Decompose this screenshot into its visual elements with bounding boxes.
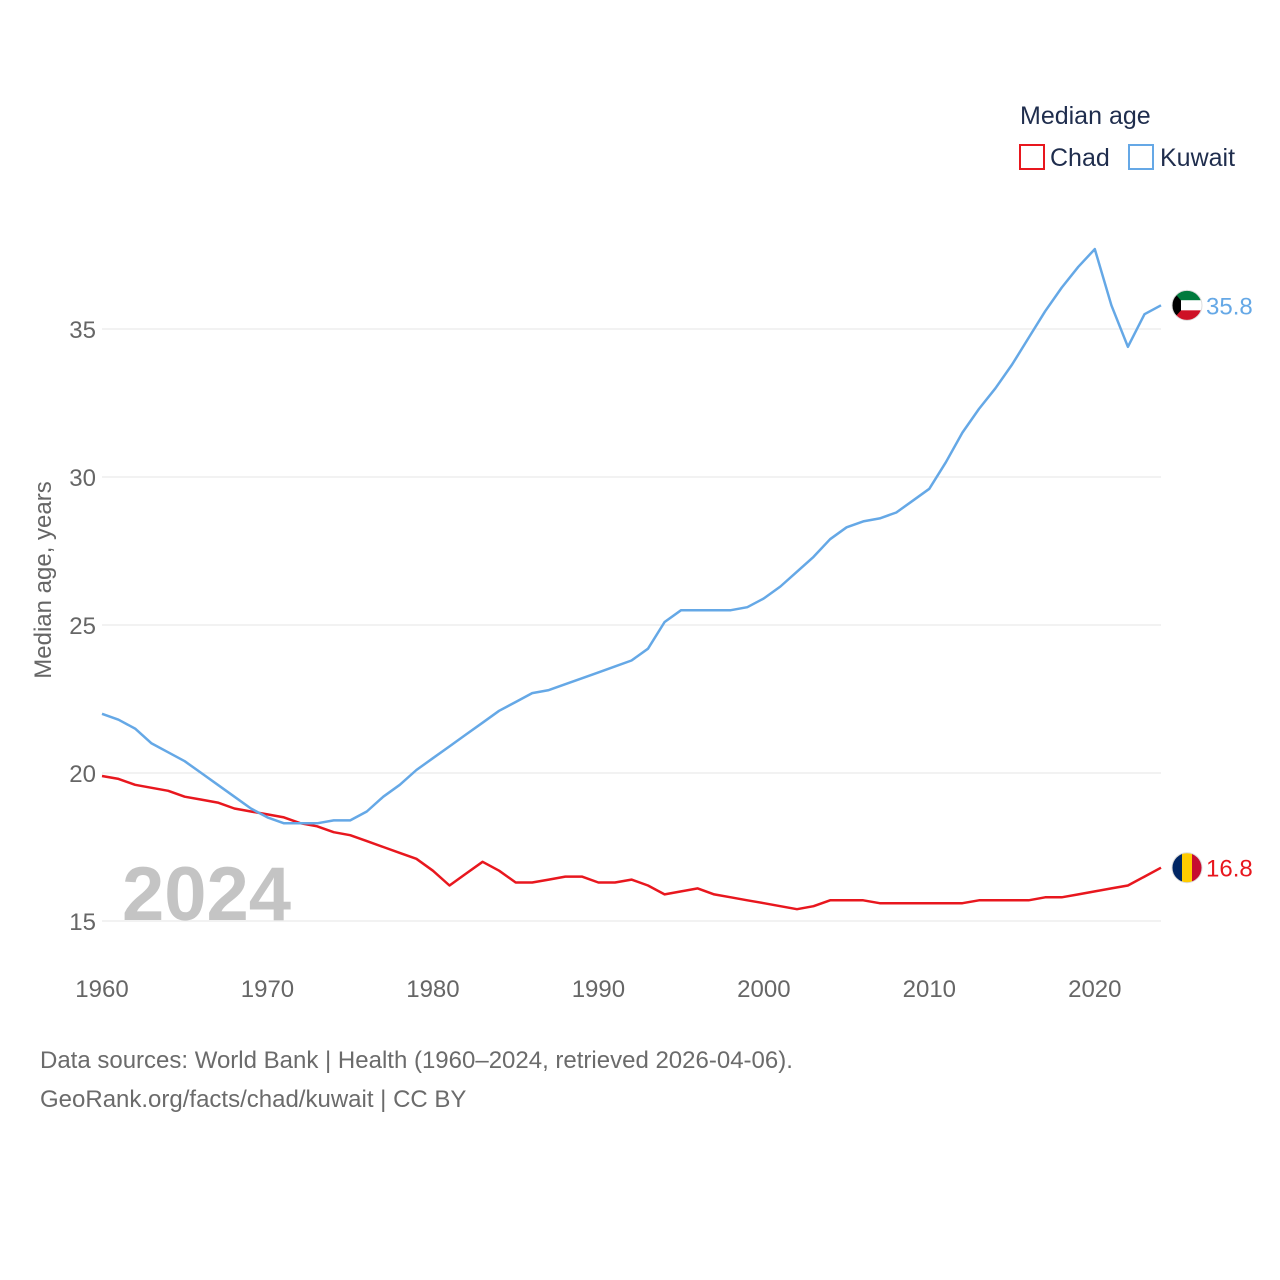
legend-label-chad: Chad xyxy=(1050,144,1110,172)
kuwait-flag-icon xyxy=(1171,289,1203,321)
x-axis-ticks: 1960 1970 1980 1990 2000 2010 2020 xyxy=(75,976,1121,1003)
series-line-chad xyxy=(101,774,1162,911)
y-tick-label-30: 30 xyxy=(69,465,96,492)
legend: Median age Chad Kuwait xyxy=(1019,102,1235,172)
x-tick-label-1970: 1970 xyxy=(241,976,294,1003)
x-tick-label-2020: 2020 xyxy=(1068,976,1121,1003)
y-tick-label-20: 20 xyxy=(69,761,96,788)
legend-label-kuwait: Kuwait xyxy=(1160,144,1235,172)
credit-link[interactable]: GeoRank.org/facts/chad/kuwait | CC BY xyxy=(40,1086,467,1113)
series-line-kuwait xyxy=(101,247,1162,825)
series-lines xyxy=(101,247,1162,911)
end-value-label-kuwait: 35.8 xyxy=(1206,293,1253,320)
chad-flag-icon xyxy=(1171,852,1203,884)
y-tick-label-15: 15 xyxy=(69,909,96,936)
y-tick-label-25: 25 xyxy=(69,613,96,640)
legend-item-chad[interactable]: Chad xyxy=(1019,144,1110,172)
year-watermark: 2024 xyxy=(122,852,291,937)
y-tick-label-35: 35 xyxy=(69,317,96,344)
end-value-label-chad: 16.8 xyxy=(1206,856,1253,883)
gridlines xyxy=(102,328,1161,922)
x-tick-label-1980: 1980 xyxy=(406,976,459,1003)
series-end-markers: 16.8 35.8 xyxy=(1171,289,1253,884)
legend-item-kuwait[interactable]: Kuwait xyxy=(1128,144,1235,172)
x-tick-label-2010: 2010 xyxy=(903,976,956,1003)
x-tick-label-1990: 1990 xyxy=(572,976,625,1003)
x-tick-label-2000: 2000 xyxy=(737,976,790,1003)
legend-swatch-kuwait xyxy=(1128,144,1154,170)
legend-title: Median age xyxy=(1020,102,1151,130)
y-axis-ticks: 15 20 25 30 35 xyxy=(69,317,96,936)
y-axis-title: Median age, years xyxy=(30,481,57,678)
legend-swatch-chad xyxy=(1019,144,1045,170)
x-tick-label-1960: 1960 xyxy=(75,976,128,1003)
data-sources-text: Data sources: World Bank | Health (1960–… xyxy=(40,1047,793,1074)
